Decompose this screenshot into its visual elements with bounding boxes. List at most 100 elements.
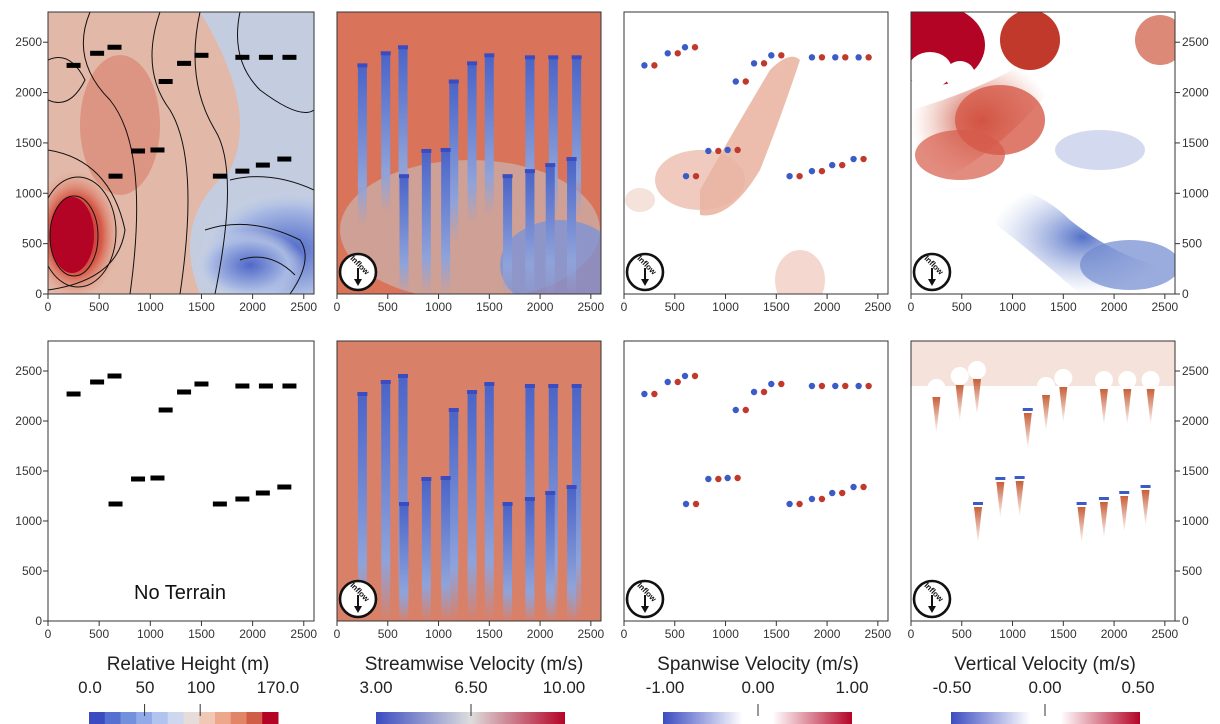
wake (381, 53, 391, 214)
spanwise-negative-mark (682, 172, 690, 180)
x-tick-label: 2000 (239, 300, 266, 314)
spanwise-positive-mark (715, 147, 722, 155)
x-tick-label: 500 (952, 627, 972, 641)
spanwise-negative-mark (664, 378, 671, 386)
spanwise-negative-mark (808, 495, 816, 503)
inflow-arrow-head (928, 279, 936, 286)
spanwise-positive-mark (865, 54, 872, 61)
rotor (484, 382, 495, 386)
spanwise-negative-mark (808, 382, 816, 390)
spanwise-negative-mark (705, 147, 712, 155)
wake (503, 504, 513, 621)
x-tick-label: 1000 (137, 300, 164, 314)
y-tick-label: 2500 (15, 364, 42, 378)
spanwise-positive-mark (818, 495, 826, 503)
spanwise-positive-mark (674, 50, 681, 57)
panel-vertical-terrain (911, 12, 1175, 294)
colorbar-step (262, 712, 279, 724)
rotor (524, 384, 535, 388)
spanwise-negative-mark (829, 489, 836, 497)
vertical-halo (927, 379, 946, 397)
rotor (548, 384, 559, 388)
wake (421, 479, 431, 621)
rotor (440, 147, 451, 152)
wake (467, 392, 477, 621)
spanwise-positive-mark (778, 52, 785, 59)
x-tick-label: 2500 (864, 627, 891, 641)
spanwise-positive-mark (842, 54, 849, 61)
y-tick-label: 1500 (15, 464, 42, 478)
y-tick-label: 2500 (1182, 364, 1209, 378)
y-tick-label: 2000 (1182, 414, 1209, 428)
x-tick-label: 500 (378, 300, 398, 314)
panel-spanwise-no-terrain (624, 341, 888, 621)
x-tick-label: 2000 (814, 300, 841, 314)
wake (399, 504, 409, 621)
turbine-marker (177, 389, 192, 395)
vertical-wake (1077, 507, 1086, 544)
wake (525, 499, 535, 621)
colorbar-step (167, 712, 184, 724)
spanwise-negative-mark (750, 388, 758, 396)
colorbar-min-label: -1.00 (646, 678, 685, 697)
wake (503, 176, 513, 294)
wake (525, 171, 535, 294)
y-tick-label: 1000 (1182, 186, 1209, 200)
panel-frame-2 (336, 11, 602, 295)
colorbar-max-label: 10.00 (543, 678, 586, 697)
spanwise-positive-mark (692, 172, 700, 180)
y-tick-label: 2000 (15, 414, 42, 428)
turbine-marker (108, 173, 123, 179)
spanwise-positive-mark (734, 474, 741, 482)
spanwise-negative-mark (808, 167, 816, 175)
y-tick-label: 2500 (15, 35, 42, 49)
spanwise-negative-mark (732, 78, 739, 85)
rotor (1076, 502, 1087, 505)
x-tick-label: 500 (665, 300, 685, 314)
colorbar-spanwise-velocity: Spanwise Velocity (m/s) -1.00 0.00 1.00 (646, 654, 869, 724)
spanwise-positive-mark (839, 161, 846, 169)
panel-frame-7 (623, 340, 889, 622)
colorbar-step (136, 712, 153, 724)
y-tick-label: 1500 (1182, 136, 1209, 150)
colorbar-max-label: 1.00 (835, 678, 868, 697)
y-tick-label: 1000 (15, 514, 42, 528)
spanwise-negative-mark (855, 382, 862, 390)
turbine-marker (235, 54, 250, 60)
colorbar-step (246, 712, 263, 724)
rotor (484, 53, 495, 58)
colorbar-scale (951, 712, 1140, 724)
rotor (995, 477, 1006, 480)
x-tick-label: 1500 (476, 627, 503, 641)
spanwise-positive-mark (742, 78, 749, 85)
panel-streamwise-no-terrain (337, 341, 601, 621)
turbine-marker (107, 44, 122, 50)
rotor (1022, 408, 1033, 411)
colorbar-step (120, 712, 137, 724)
wake (441, 149, 451, 294)
wake (484, 55, 494, 216)
y-tick-label: 1500 (1182, 464, 1209, 478)
x-tick-label: 500 (89, 300, 109, 314)
panel-spanwise-terrain (624, 12, 888, 294)
x-tick-label: 2500 (290, 300, 317, 314)
x-tick-label: 0 (334, 627, 341, 641)
x-tick-label: 1500 (188, 300, 215, 314)
x-tick-label: 1500 (476, 300, 503, 314)
y-tick-label: 1000 (1182, 514, 1209, 528)
colorbar-tick-label: 0.00 (1028, 678, 1061, 697)
wake (441, 478, 451, 621)
spanwise-positive-mark (796, 172, 803, 180)
inflow-indicator: Inflow (912, 252, 952, 292)
inflow-arrow-head (354, 279, 362, 286)
wake (449, 410, 459, 621)
spanwise-positive-mark (818, 382, 826, 390)
rotor (548, 55, 559, 60)
turbine-marker (235, 168, 250, 174)
inflow-indicator: Inflow (338, 579, 378, 619)
wake (484, 384, 494, 621)
colorbar-scale (663, 712, 852, 724)
spanwise-positive-mark (818, 167, 826, 175)
x-tick-label: 0 (45, 627, 52, 641)
spanwise-positive-mark (760, 60, 768, 67)
